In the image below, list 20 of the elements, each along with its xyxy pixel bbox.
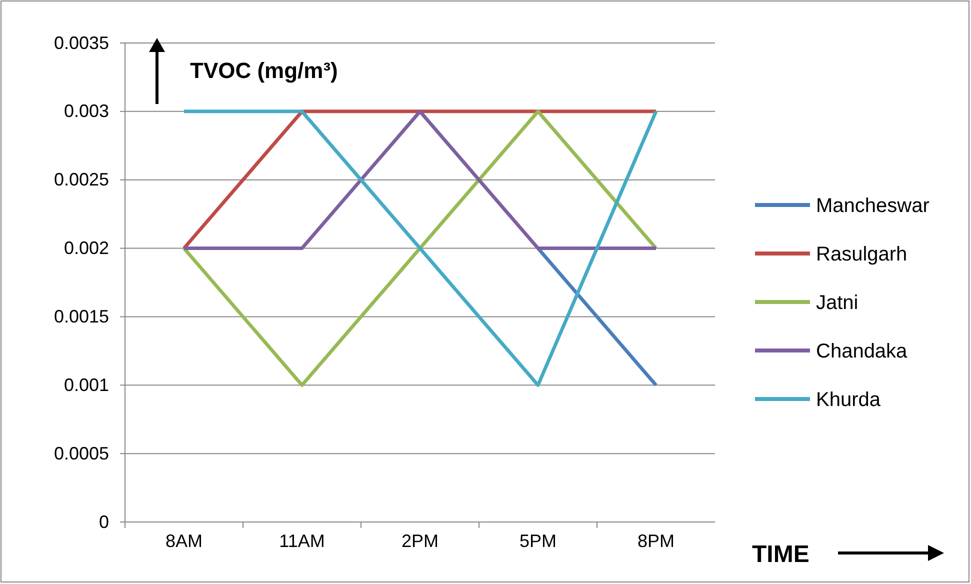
x-axis-title: TIME: [752, 541, 810, 568]
y-tick-label: 0.003: [64, 101, 109, 122]
x-tick-label: 5PM: [519, 531, 557, 551]
x-tick-label: 11AM: [279, 531, 325, 551]
x-tick-label: 8AM: [165, 531, 203, 551]
y-tick-label: 0.0005: [54, 443, 109, 464]
y-tick-label: 0.0015: [54, 306, 109, 326]
y-tick-label: 0.0035: [54, 32, 109, 53]
legend-label: Rasulgarh: [816, 244, 908, 266]
legend-label: Mancheswar: [816, 195, 930, 217]
legend-label: Jatni: [816, 292, 858, 314]
legend-label: Khurda: [816, 389, 882, 411]
y-axis-title: TVOC (mg/m³): [190, 58, 338, 83]
y-tick-label: 0.0025: [54, 170, 109, 190]
legend-label: Chandaka: [816, 340, 908, 362]
y-tick-label: 0.001: [64, 374, 109, 395]
x-tick-label: 8PM: [637, 531, 675, 551]
x-tick-label: 2PM: [401, 531, 439, 551]
y-tick-label: 0: [98, 512, 109, 532]
y-tick-label: 0.002: [64, 238, 109, 258]
